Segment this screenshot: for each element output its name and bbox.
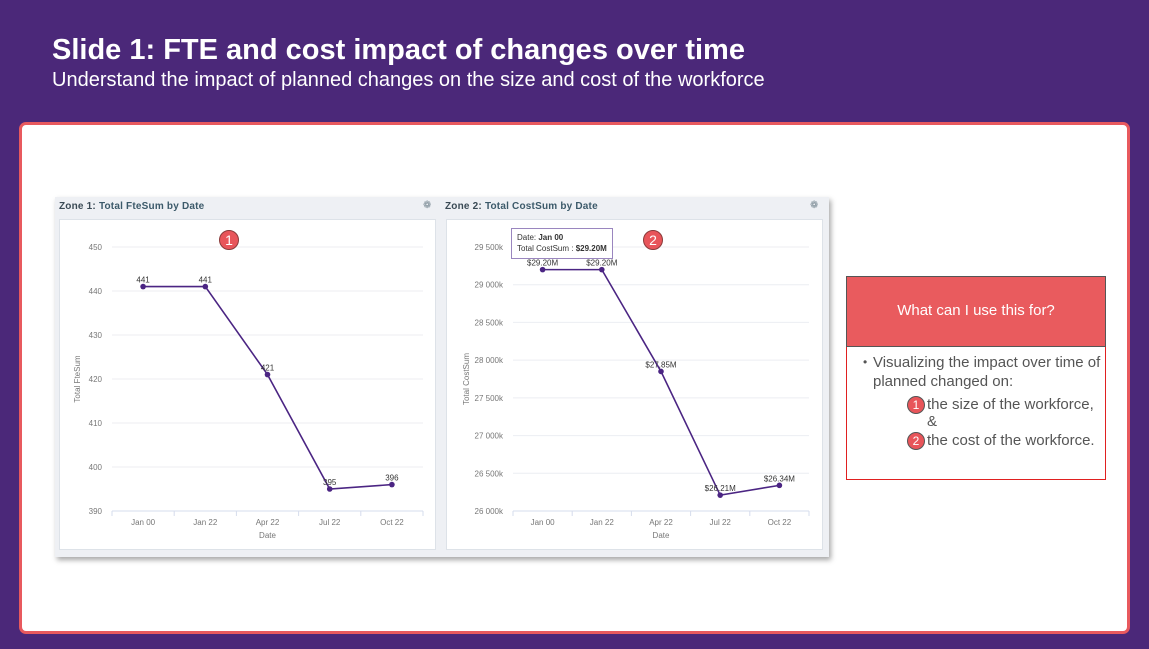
x-tick-label: Jan 22 <box>590 518 615 527</box>
info-ampersand: & <box>927 413 938 430</box>
data-label: 396 <box>385 474 399 483</box>
y-tick-label: 26 000k <box>475 507 504 516</box>
series-line <box>542 268 780 497</box>
data-label: $29.20M <box>527 259 558 268</box>
x-tick-label: Oct 22 <box>380 518 404 527</box>
x-tick-label: Jan 00 <box>531 518 556 527</box>
x-tick-label: Jan 22 <box>193 518 218 527</box>
chart-tooltip: Date: Jan 00 Total CostSum : $29.20M <box>511 228 613 259</box>
y-tick-label: 440 <box>89 287 103 296</box>
data-point <box>776 482 783 489</box>
data-label: $26.34M <box>764 474 795 483</box>
x-tick-label: Jul 22 <box>319 518 341 527</box>
slide-title: Slide 1: FTE and cost impact of changes … <box>52 34 745 66</box>
slide-subtitle: Understand the impact of planned changes… <box>52 69 765 91</box>
badge-1-icon: 1 <box>907 395 925 414</box>
data-label: 441 <box>199 276 213 285</box>
zone-2-chart: 26 000k 26 500k 27 000k 27 500k 28 000k 28 50… <box>446 219 823 550</box>
dashboard-panel: Zone 1: Total FteSum by Date ❁ Zone 2: T… <box>55 197 829 557</box>
info-box: What can I use this for? • Visualizing th… <box>846 276 1106 480</box>
data-label: $27.85M <box>645 360 676 369</box>
x-tick-label: Apr 22 <box>649 518 673 527</box>
y-tick-label: 29 500k <box>475 243 504 252</box>
zone-1-chart: 390 400 410 420 430 440 450 Jan 00 Jan 22 Apr 22 J… <box>59 219 436 550</box>
data-point <box>717 492 723 498</box>
data-point <box>658 368 664 375</box>
fte-chart-svg: 390 400 410 420 430 440 450 Jan 00 Jan 22 Apr 22 J… <box>73 243 424 540</box>
info-header: What can I use this for? <box>846 276 1106 347</box>
data-point <box>389 481 395 488</box>
x-tick-label: Jan 00 <box>131 518 156 527</box>
badge-2: 2 <box>643 230 663 250</box>
y-tick-label: 400 <box>89 463 103 472</box>
y-tick-label: 28 000k <box>475 356 504 365</box>
info-item-1: the size of the workforce, <box>927 396 1094 413</box>
palette-icon[interactable]: ❁ <box>810 200 819 211</box>
data-point <box>140 283 146 290</box>
palette-icon[interactable]: ❁ <box>423 200 432 211</box>
badge-2-icon: 2 <box>907 431 925 450</box>
tooltip-value-label: Total CostSum : <box>517 244 576 253</box>
tooltip-value: $29.20M <box>575 244 607 253</box>
y-tick-label: 420 <box>89 375 103 384</box>
zone-2-title: Zone 2: Total CostSum by Date <box>445 201 598 212</box>
data-label: 395 <box>323 478 337 487</box>
data-point <box>264 371 271 378</box>
zone-1-name: Total FteSum by Date <box>98 201 205 212</box>
info-item-2: the cost of the workforce. <box>927 432 1095 449</box>
y-tick-label: 27 500k <box>475 394 504 403</box>
x-tick-label: Oct 22 <box>768 518 792 527</box>
data-point <box>202 283 209 290</box>
data-point <box>326 486 333 492</box>
x-axis-title: Date <box>653 531 670 540</box>
x-axis-title: Date <box>259 531 276 540</box>
badge-1: 1 <box>219 230 239 250</box>
x-tick-label: Jul 22 <box>710 518 732 527</box>
zone-2-name: Total CostSum by Date <box>484 201 598 212</box>
zone-1-prefix: Zone 1: <box>59 201 99 212</box>
zone-1-title: Zone 1: Total FteSum by Date <box>59 201 204 212</box>
info-body: • Visualizing the impact over time of pla… <box>847 347 1105 450</box>
y-tick-label: 450 <box>89 243 103 252</box>
y-axis-title: Total CostSum <box>462 353 471 405</box>
bullet-icon: • <box>863 355 868 369</box>
zone-2-prefix: Zone 2: <box>445 201 485 212</box>
series-line <box>143 285 392 490</box>
tooltip-date-label: Date: <box>517 233 539 242</box>
y-tick-label: 430 <box>89 331 103 340</box>
info-bullet: Visualizing the impact over time of plan… <box>872 354 1101 390</box>
y-tick-label: 27 000k <box>475 432 504 441</box>
y-tick-label: 29 000k <box>475 281 504 290</box>
data-label: 421 <box>261 364 275 373</box>
y-tick-label: 390 <box>89 507 103 516</box>
data-label: 441 <box>136 276 150 285</box>
cost-chart-svg: 26 000k 26 500k 27 000k 27 500k 28 000k 28 50… <box>462 243 810 540</box>
y-axis-title: Total FteSum <box>73 355 82 402</box>
data-point <box>599 266 605 273</box>
y-tick-label: 28 500k <box>475 318 504 327</box>
data-label: $29.20M <box>586 259 617 268</box>
tooltip-date: Jan 00 <box>538 233 564 242</box>
y-tick-label: 26 500k <box>475 469 504 478</box>
x-tick-label: Apr 22 <box>256 518 280 527</box>
y-tick-label: 410 <box>89 419 103 428</box>
data-label: $26.21M <box>705 484 736 493</box>
data-point <box>539 266 546 273</box>
